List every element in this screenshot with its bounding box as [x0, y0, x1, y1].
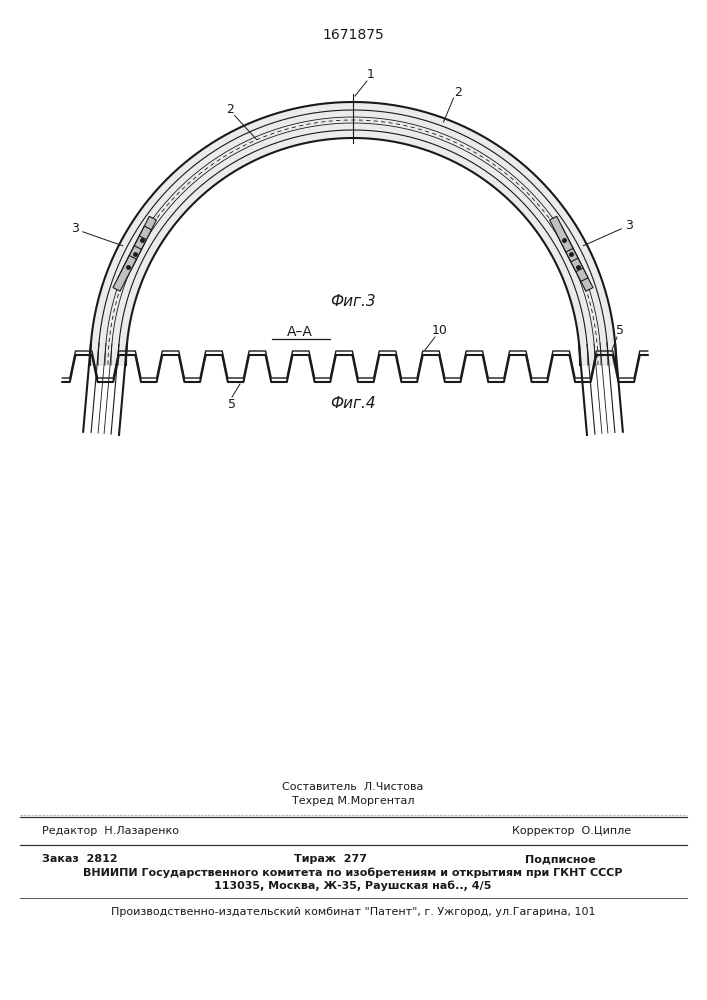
Polygon shape — [133, 216, 156, 252]
Text: Фиг.4: Фиг.4 — [330, 396, 376, 412]
Polygon shape — [90, 102, 616, 365]
Polygon shape — [565, 246, 588, 281]
Text: Заказ  2812: Заказ 2812 — [42, 854, 118, 864]
Text: Производственно-издательский комбинат "Патент", г. Ужгород, ул.Гагарина, 101: Производственно-издательский комбинат "П… — [111, 907, 595, 917]
Polygon shape — [123, 236, 146, 272]
Polygon shape — [128, 226, 151, 262]
Polygon shape — [549, 216, 573, 252]
Text: A–A: A–A — [287, 325, 313, 339]
Polygon shape — [113, 256, 136, 291]
Text: Фиг.3: Фиг.3 — [330, 294, 376, 310]
Text: 1: 1 — [367, 68, 375, 82]
Text: 1671875: 1671875 — [322, 28, 384, 42]
Polygon shape — [570, 256, 593, 291]
Polygon shape — [118, 246, 141, 281]
Text: Техред М.Моргентал: Техред М.Моргентал — [292, 796, 414, 806]
Text: 113035, Москва, Ж-35, Раушская наб.., 4/5: 113035, Москва, Ж-35, Раушская наб.., 4/… — [214, 881, 491, 891]
Text: 5: 5 — [228, 397, 236, 410]
Polygon shape — [554, 226, 578, 262]
Text: Составитель  Л.Чистова: Составитель Л.Чистова — [282, 782, 423, 792]
Text: 3: 3 — [71, 222, 78, 235]
Text: Тираж  277: Тираж 277 — [293, 854, 366, 864]
Text: 10: 10 — [432, 324, 448, 336]
Text: Корректор  О.Ципле: Корректор О.Ципле — [513, 826, 631, 836]
Text: Подписное: Подписное — [525, 854, 595, 864]
Text: ВНИИПИ Государственного комитета по изобретениям и открытиям при ГКНТ СССР: ВНИИПИ Государственного комитета по изоб… — [83, 868, 623, 878]
Text: 5: 5 — [616, 324, 624, 336]
Text: 2: 2 — [455, 86, 462, 99]
Text: 2: 2 — [226, 103, 233, 116]
Polygon shape — [559, 236, 583, 272]
Text: 3: 3 — [626, 219, 633, 232]
Text: Редактор  Н.Лазаренко: Редактор Н.Лазаренко — [42, 826, 178, 836]
